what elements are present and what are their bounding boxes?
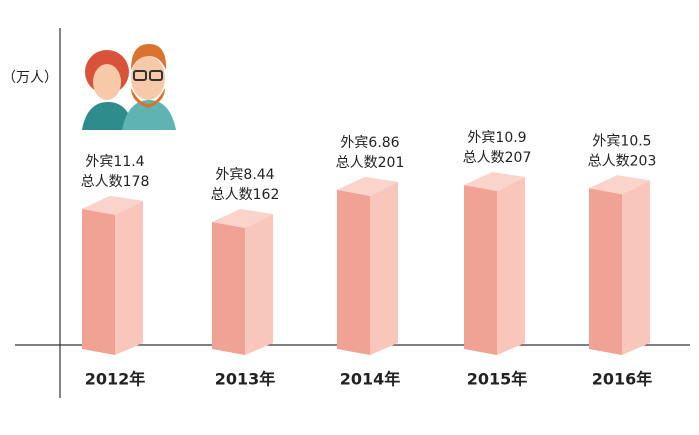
bar-right-face <box>370 181 398 355</box>
foreign-guest-label: 外宾10.9 <box>467 130 526 146</box>
bar-top-face <box>464 172 525 191</box>
foreign-guest-label: 外宾8.44 <box>215 167 274 183</box>
x-tick-label: 2016年 <box>592 370 653 389</box>
x-tick-label: 2013年 <box>215 370 276 389</box>
bar-left-face <box>589 188 622 355</box>
foreign-guest-label: 外宾11.4 <box>85 154 144 170</box>
bar-right-face <box>245 213 273 355</box>
people-icon <box>82 44 176 130</box>
total-label: 总人数201 <box>336 155 405 171</box>
x-tick-label: 2014年 <box>340 370 401 389</box>
y-axis-label: （万人） <box>2 70 58 86</box>
foreign-guest-label: 外宾6.86 <box>340 135 399 151</box>
bar-left-face <box>464 185 497 355</box>
bar-left-face <box>82 208 115 355</box>
x-tick-label: 2012年 <box>85 370 146 389</box>
bar-left-face <box>212 221 245 355</box>
bar-right-face <box>622 180 650 355</box>
bar-top-face <box>212 208 273 228</box>
total-label: 总人数207 <box>463 150 532 166</box>
bar-left-face <box>337 189 370 355</box>
foreign-guest-label: 外宾10.5 <box>592 133 651 149</box>
total-label: 总人数203 <box>588 153 657 169</box>
x-tick-label: 2015年 <box>467 370 528 389</box>
total-label: 总人数162 <box>211 187 280 203</box>
bar-right-face <box>497 177 525 355</box>
bar-top-face <box>589 175 650 195</box>
total-label: 总人数178 <box>81 174 150 190</box>
bar-top-face <box>82 195 143 215</box>
bar-top-face <box>337 176 398 196</box>
bar-right-face <box>115 200 143 355</box>
